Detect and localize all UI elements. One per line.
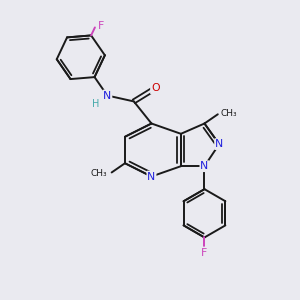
Text: N: N <box>103 91 111 100</box>
Text: O: O <box>151 83 160 94</box>
Text: CH₃: CH₃ <box>221 109 237 118</box>
Text: F: F <box>201 248 208 258</box>
Text: N: N <box>200 161 208 171</box>
Text: H: H <box>92 99 100 109</box>
Text: N: N <box>215 139 223 149</box>
Text: F: F <box>98 21 104 31</box>
Text: N: N <box>147 172 156 182</box>
Text: CH₃: CH₃ <box>90 169 107 178</box>
